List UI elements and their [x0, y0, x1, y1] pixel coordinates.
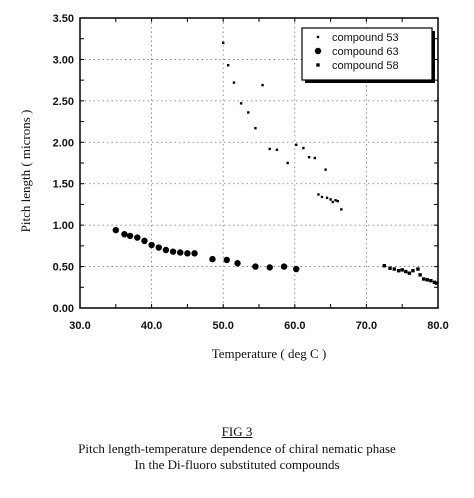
data-point	[382, 264, 386, 268]
x-tick-label: 40.0	[141, 320, 162, 332]
data-point	[252, 263, 259, 270]
data-point	[331, 200, 334, 204]
data-point	[141, 237, 148, 245]
figure-caption-line-2: In the Di-fluoro substituted compounds	[134, 457, 340, 472]
legend-label: compound 58	[332, 60, 399, 72]
pitch-length-chart: 30.0 40.0 50.0 60.0 70.0 80.0 0.00 0.50 1.00 1.50…	[18, 13, 449, 361]
data-point	[407, 271, 412, 275]
x-tick-label: 30.0	[69, 320, 90, 332]
y-tick-label: 1.50	[53, 179, 74, 191]
data-point	[416, 267, 420, 271]
data-point	[162, 246, 170, 254]
data-point	[121, 231, 128, 238]
axis-tick-labels: 30.0 40.0 50.0 60.0 70.0 80.0 0.00 0.50 1.00 1.50…	[53, 13, 449, 332]
legend-marker	[316, 63, 320, 67]
data-point	[222, 41, 225, 45]
data-point	[404, 269, 408, 274]
data-point	[275, 148, 279, 151]
legend-box	[301, 27, 433, 81]
y-tick-label: 0.50	[53, 262, 74, 274]
figure-caption-line-1: Pitch length-temperature dependence of c…	[78, 441, 396, 456]
y-tick-label: 3.50	[53, 13, 74, 25]
data-point	[295, 143, 298, 146]
data-point	[268, 147, 271, 151]
data-point	[392, 267, 397, 271]
data-point	[329, 198, 332, 201]
y-axis-title: Pitch length ( microns )	[18, 110, 33, 233]
y-tick-label: 2.50	[53, 96, 74, 108]
data-point	[307, 156, 311, 159]
series-compound-58	[382, 264, 439, 285]
data-point	[223, 256, 230, 264]
data-point	[227, 64, 230, 67]
x-tick-label: 50.0	[212, 320, 233, 332]
data-point	[280, 263, 288, 270]
data-point	[148, 241, 155, 249]
data-point	[313, 156, 317, 160]
x-axis-title: Temperature ( deg C )	[212, 346, 327, 361]
legend-label: compound 63	[332, 46, 399, 58]
data-points	[112, 41, 439, 285]
data-point	[340, 208, 343, 211]
data-point	[239, 102, 243, 105]
data-point	[336, 199, 339, 203]
data-point	[432, 280, 437, 285]
legend-marker	[316, 35, 320, 39]
data-point	[112, 226, 120, 234]
data-point	[324, 168, 327, 171]
legend: compound 53 compound 63 compound 58	[301, 27, 435, 83]
data-point	[411, 269, 415, 273]
data-point	[234, 260, 241, 267]
data-point	[388, 266, 392, 270]
data-point	[247, 111, 250, 114]
data-point	[400, 268, 404, 272]
data-point	[293, 265, 300, 273]
data-point	[191, 250, 198, 257]
data-point	[126, 232, 134, 240]
data-point	[261, 83, 264, 87]
data-point	[177, 249, 184, 256]
data-point	[320, 195, 324, 199]
data-point	[155, 244, 162, 251]
data-point	[396, 269, 401, 273]
y-tick-label: 3.00	[53, 54, 74, 66]
x-tick-label: 80.0	[427, 320, 448, 332]
data-point	[421, 277, 426, 281]
data-point	[429, 278, 433, 283]
legend-label: compound 53	[332, 32, 399, 44]
data-point	[134, 234, 141, 241]
series-compound-63	[112, 226, 300, 273]
x-tick-label: 70.0	[356, 320, 377, 332]
data-point	[266, 264, 273, 271]
data-point	[418, 273, 422, 277]
y-tick-label: 1.00	[53, 220, 74, 232]
data-point	[434, 281, 439, 285]
y-tick-label: 2.00	[53, 137, 74, 149]
data-point	[232, 81, 236, 84]
data-point	[209, 255, 216, 263]
data-point	[425, 278, 429, 282]
y-tick-label: 0.00	[53, 303, 74, 315]
data-point	[169, 248, 177, 255]
axis-ticks	[79, 17, 439, 309]
data-point	[317, 193, 320, 196]
data-point	[254, 127, 257, 130]
legend-items: compound 53 compound 63 compound 58	[314, 32, 399, 72]
data-point	[325, 196, 329, 199]
data-point	[286, 161, 289, 165]
legend-marker	[314, 47, 322, 55]
data-point	[334, 199, 337, 202]
figure-label: FIG 3	[221, 424, 253, 439]
x-tick-label: 60.0	[284, 320, 305, 332]
series-compound-53	[222, 41, 343, 211]
data-point	[184, 250, 191, 257]
data-point	[302, 146, 305, 150]
